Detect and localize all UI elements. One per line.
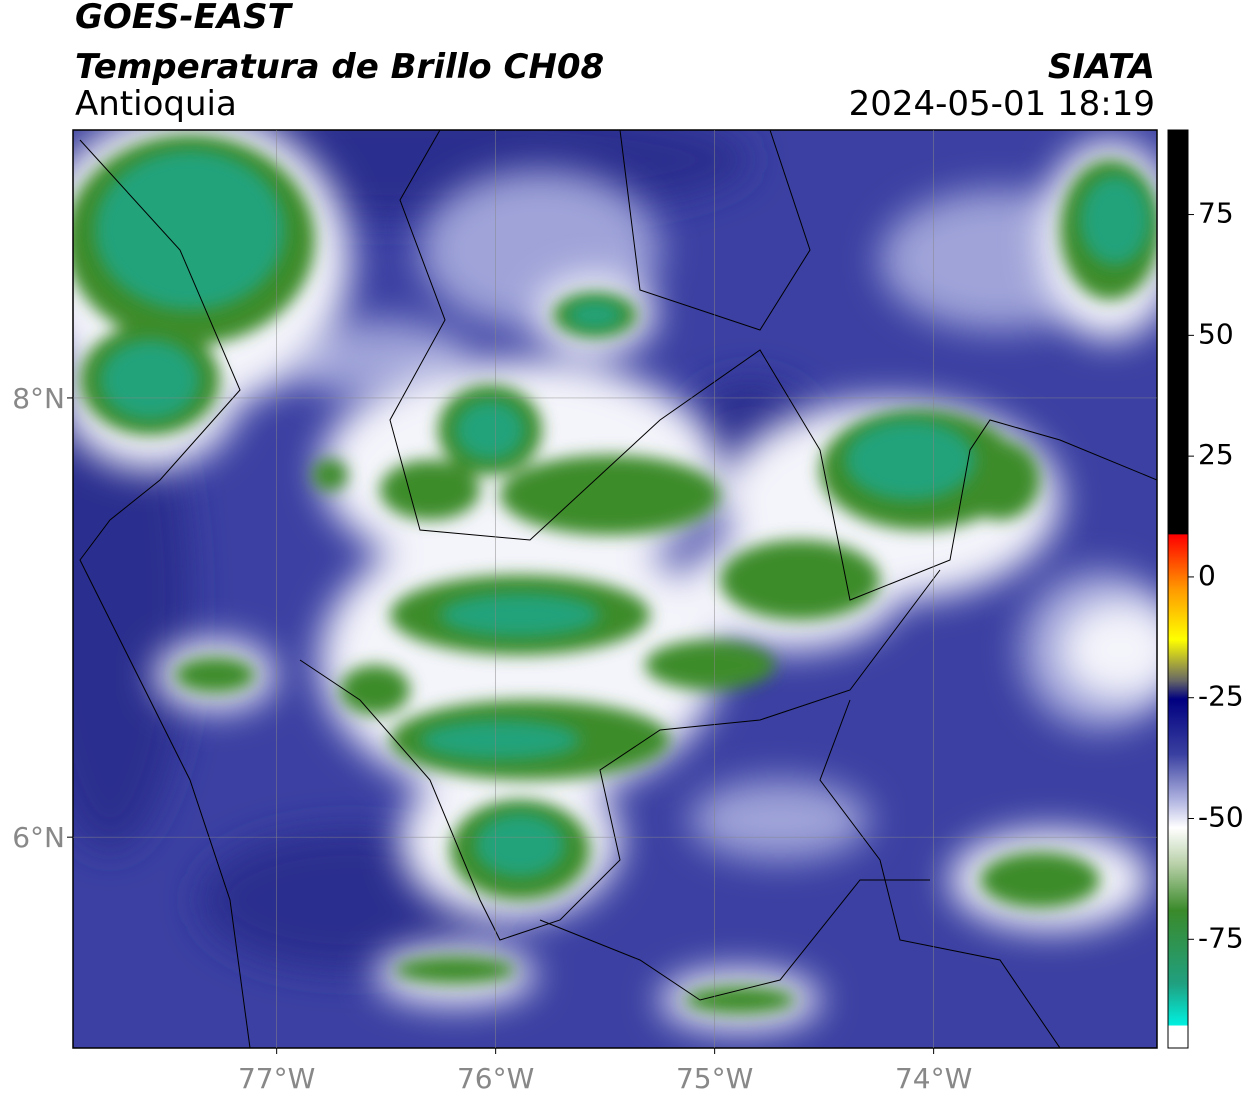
colorbar-tick-label: 50	[1198, 317, 1234, 350]
colorbar-tick-label: -50	[1198, 801, 1244, 834]
timestamp: 2024-05-01 18:19	[849, 84, 1155, 124]
colorbar	[1167, 129, 1189, 1049]
title: GOES-EAST	[75, 0, 294, 37]
colorbar-tick-label: 25	[1198, 438, 1234, 471]
subtitle: Temperatura de Brillo CH08	[75, 47, 604, 87]
y-tick-label: 8°N	[12, 382, 65, 415]
colorbar-tick-label: -25	[1198, 680, 1244, 713]
map-frame	[72, 129, 1158, 1049]
x-tick-label: 77°W	[238, 1062, 315, 1095]
source: SIATA	[1048, 47, 1155, 87]
x-tick-label: 75°W	[676, 1062, 753, 1095]
colorbar-tick-label: 0	[1198, 559, 1216, 592]
y-tick-label: 6°N	[12, 821, 65, 854]
region: Antioquia	[75, 84, 237, 124]
colorbar-tick-label: -75	[1198, 921, 1244, 954]
x-tick-label: 74°W	[895, 1062, 972, 1095]
x-tick-label: 76°W	[457, 1062, 534, 1095]
colorbar-tick-label: 75	[1198, 197, 1234, 230]
satellite-image	[73, 130, 1157, 1048]
